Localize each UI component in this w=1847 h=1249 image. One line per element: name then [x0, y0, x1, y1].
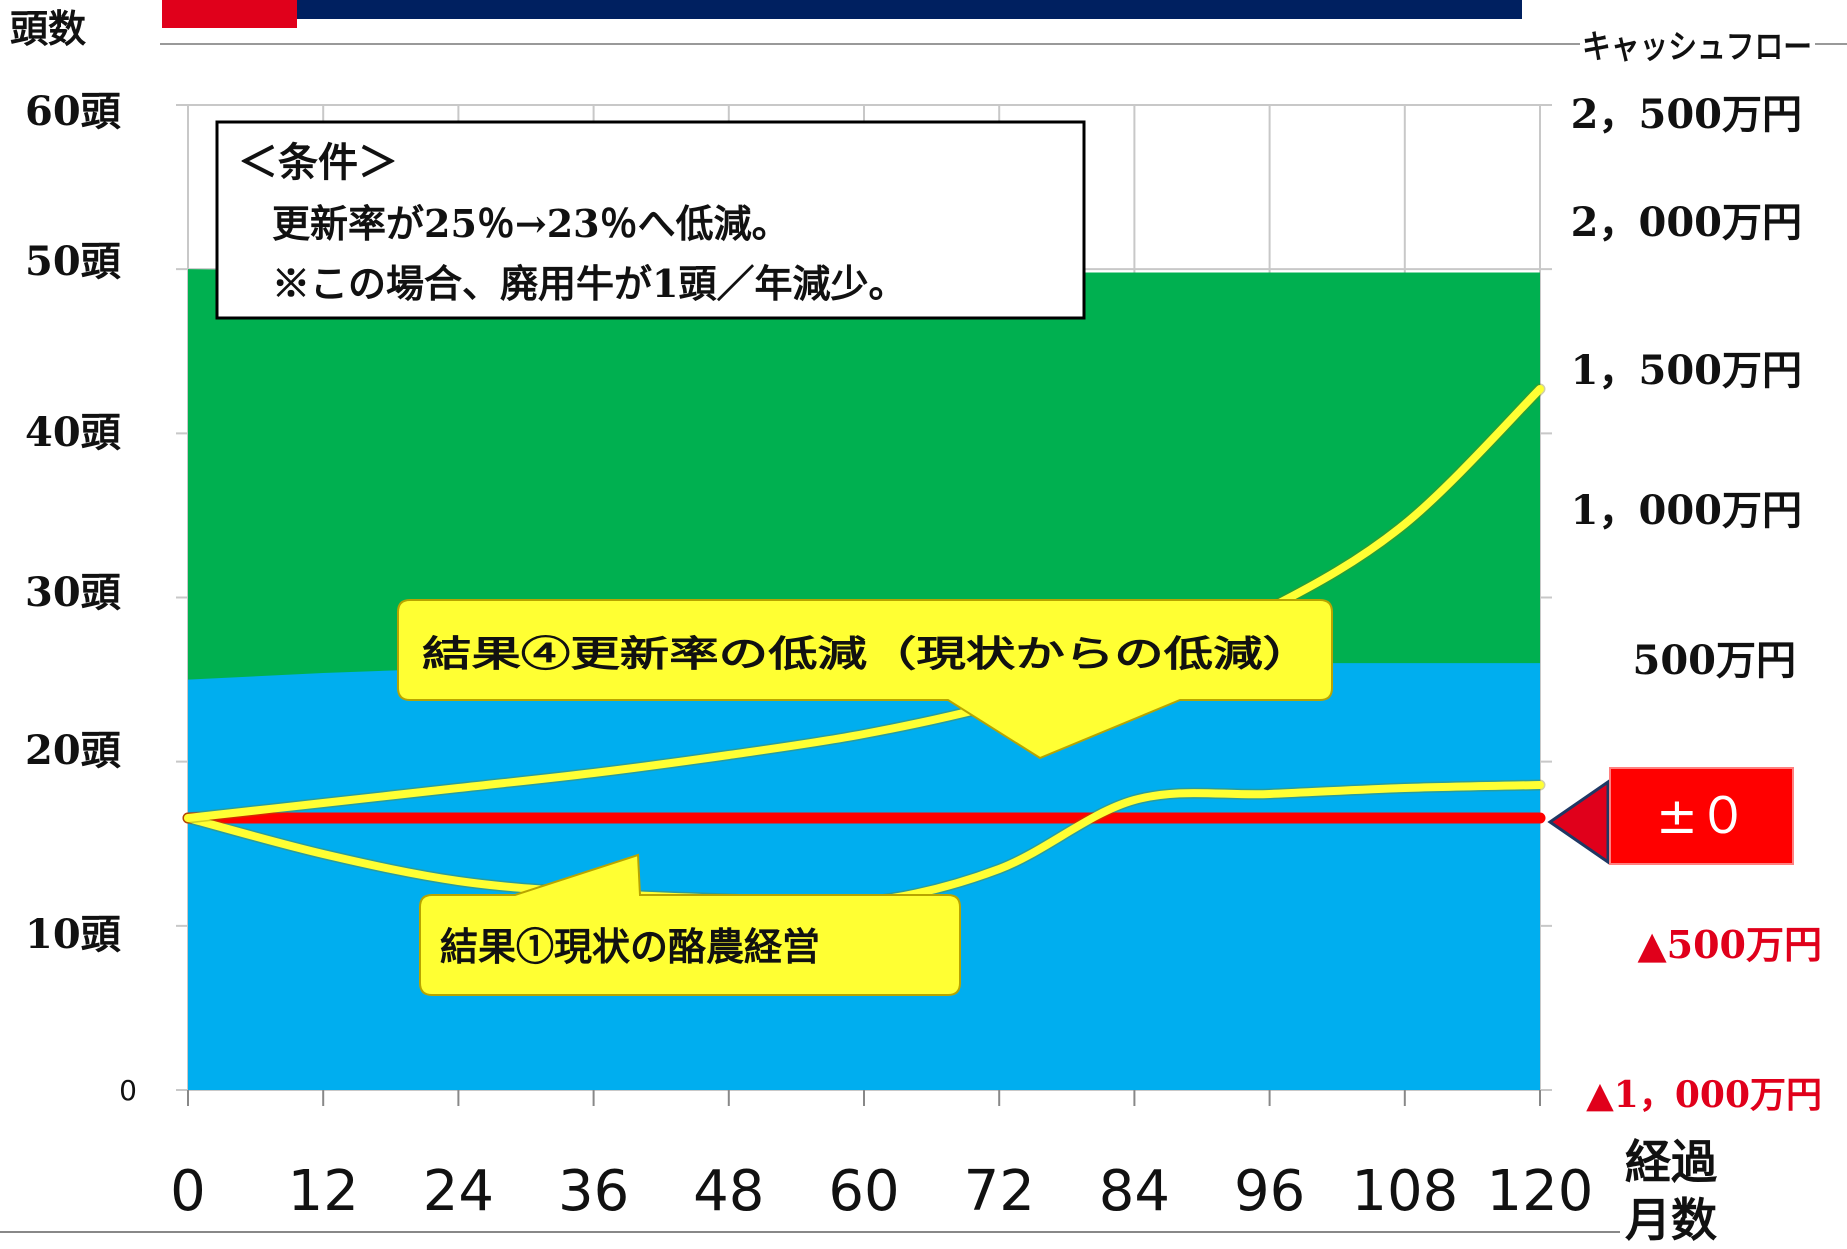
callout-result1-text: 結果①現状の酪農経営	[440, 924, 820, 969]
result-line-3	[184, 385, 1544, 822]
header-navy-bar	[297, 0, 1522, 19]
condition-line1: 更新率が25％→23％へ低減。	[272, 201, 790, 246]
x-tick-label-108: 108	[1351, 1159, 1458, 1224]
y-left-tick-0: 0	[119, 1074, 137, 1107]
zero-marker-box	[1609, 767, 1794, 865]
condition-line2: ※この場合、廃用牛が1頭／年減少。	[272, 261, 906, 306]
callout-result1-bubble	[419, 853, 961, 996]
x-tick-label-84: 84	[1099, 1159, 1170, 1224]
y-right-axis-title: キャッシュフロー	[1582, 27, 1812, 66]
x-tick-label-72: 72	[964, 1159, 1035, 1224]
y-right-tick-neg500: ▲500万円	[1637, 922, 1822, 967]
x-tick-label-36: 36	[558, 1159, 629, 1224]
zero-marker: ±０	[1547, 767, 1794, 865]
y-left-tick-10: 10頭	[25, 911, 122, 958]
x-tick-label-48: 48	[693, 1159, 764, 1224]
y-left-tick-60: 60頭	[25, 88, 122, 135]
header-red-bar	[162, 0, 297, 28]
area-layer-1	[188, 663, 1540, 1090]
x-axis-title-line2: 月数	[1625, 1193, 1717, 1247]
x-axis: 0 12 24 36 48 60 72 84 96 108 120	[170, 1090, 1593, 1224]
y-right-tick-neg1000: ▲1，000万円	[1586, 1074, 1822, 1116]
x-axis-title-line1: 経過	[1625, 1135, 1718, 1189]
x-tick-label-12: 12	[288, 1159, 359, 1224]
y-right-tick-2000: 2，000万円	[1571, 199, 1802, 246]
callout-result1: 結果①現状の酪農経営	[419, 853, 961, 996]
x-tick-label-0: 0	[170, 1159, 206, 1224]
y-left-tick-40: 40頭	[25, 409, 122, 456]
x-tick-label-96: 96	[1234, 1159, 1305, 1224]
callout-result4-text: 結果④更新率の低減（現状からの低減）	[422, 633, 1312, 675]
x-tick-label-24: 24	[423, 1159, 494, 1224]
y-left-tick-20: 20頭	[25, 727, 122, 774]
condition-box-frame	[215, 120, 1086, 320]
x-tick-label-120: 120	[1487, 1159, 1594, 1224]
y-left-tick-50: 50頭	[25, 238, 122, 285]
y-left-axis-title: 頭数	[10, 6, 86, 51]
x-tick-label-60: 60	[828, 1159, 899, 1224]
callout-result4: 結果④更新率の低減（現状からの低減）	[397, 599, 1333, 760]
y-right-tick-1500: 1，500万円	[1571, 347, 1802, 394]
condition-box: ＜条件＞ 更新率が25％→23％へ低減。 ※この場合、廃用牛が1頭／年減少。	[215, 120, 1086, 320]
zero-marker-label: ±０	[1656, 787, 1748, 845]
condition-title: ＜条件＞	[238, 139, 398, 186]
zero-marker-arrow	[1547, 779, 1610, 865]
y-right-tick-1000: 1，000万円	[1571, 487, 1802, 534]
y-left-tick-30: 30頭	[25, 569, 122, 616]
callout-result4-bubble	[397, 599, 1333, 760]
y-right-tick-500: 500万円	[1633, 637, 1797, 684]
y-right-tick-2500: 2，500万円	[1571, 91, 1802, 138]
